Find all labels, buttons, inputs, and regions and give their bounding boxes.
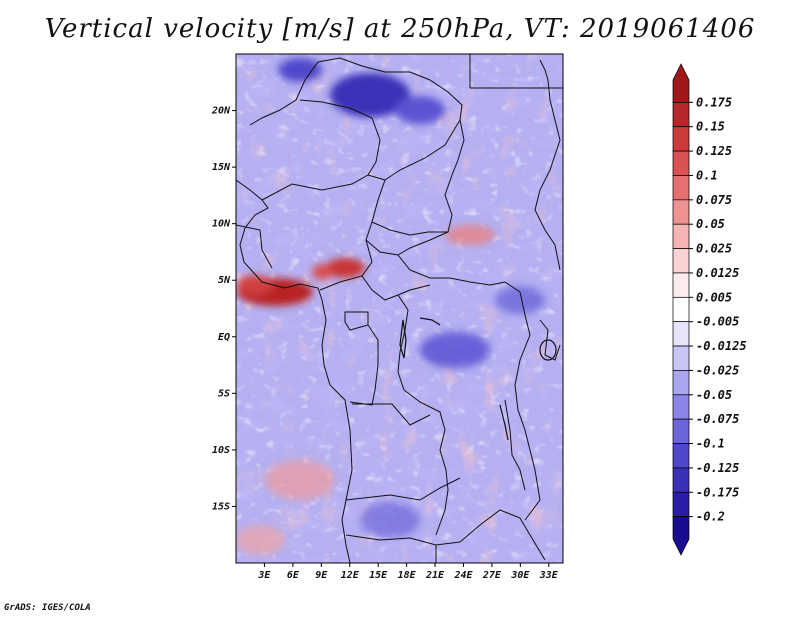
x-tick-label: 9E [315, 570, 328, 581]
colorbar-swatch [672, 394, 690, 420]
colorbar-swatch [672, 102, 690, 128]
grads-credit: GrADS: IGES/COLA [4, 603, 91, 613]
colorbar-swatch [672, 467, 690, 493]
colorbar-label: -0.1 [696, 437, 725, 451]
plot-frame [235, 53, 564, 564]
y-tick-label: 20N [211, 106, 231, 117]
x-tick-label: 27E [482, 570, 502, 581]
lakes [399, 317, 557, 441]
colorbar-swatch [672, 150, 690, 176]
x-tick-label: 6E [287, 570, 300, 581]
colorbar-label: 0.005 [696, 290, 732, 304]
y-tick-label: EQ [218, 332, 230, 343]
x-tick-label: 21E [425, 570, 445, 581]
colorbar-label: -0.0125 [696, 339, 747, 353]
colorbar-swatch [672, 516, 690, 556]
colorbar-swatch [672, 321, 690, 347]
x-tick-label: 24E [453, 570, 473, 581]
colorbar-swatch [672, 223, 690, 249]
x-tick-label: 12E [341, 570, 360, 581]
colorbar-label: 0.175 [696, 95, 732, 109]
x-tick-label: 3E [257, 570, 271, 581]
y-axis-ticks: 20N 15N 10N 5N EQ 5S 10S 15S [211, 106, 236, 512]
chart-title: Vertical velocity [m/s] at 250hPa, VT: 2… [44, 14, 756, 44]
colorbar-swatch [672, 126, 690, 152]
colorbar-swatch [672, 296, 690, 323]
colorbar-swatch [672, 199, 690, 225]
colorbar-swatch [672, 272, 690, 298]
strong-ascent-patch [236, 225, 495, 555]
y-tick-label: 10S [212, 445, 230, 456]
x-tick-label: 15E [369, 570, 388, 581]
y-tick-label: 5N [218, 275, 231, 286]
colorbar-swatch [672, 175, 690, 201]
y-tick-label: 15S [212, 501, 230, 512]
colorbar: 0.175 0.15 0.125 0.1 0.075 0.05 0.025 0.0125 0.0… [672, 63, 747, 556]
colorbar-label: 0.05 [696, 217, 725, 231]
colorbar-label: 0.025 [696, 242, 732, 256]
colorbar-label: -0.2 [696, 510, 725, 524]
colorbar-label: -0.075 [696, 412, 739, 426]
colorbar-swatch [672, 248, 690, 274]
colorbar-swatch [672, 418, 690, 444]
x-axis-ticks: 3E 6E 9E 12E 15E 18E 21E 24E 27E 30E 33E [257, 563, 559, 581]
colorbar-label: 0.15 [696, 120, 725, 134]
x-tick-label: 30E [510, 570, 530, 581]
colorbar-swatch [672, 370, 690, 396]
colorbar-label: 0.0125 [696, 266, 739, 280]
colorbar-label: 0.1 [696, 168, 718, 182]
colorbar-label: -0.025 [696, 363, 739, 377]
colorbar-swatch [672, 491, 690, 517]
country-borders [236, 54, 563, 563]
colorbar-label: 0.075 [696, 193, 732, 207]
colorbar-swatch [672, 443, 690, 469]
colorbar-label: -0.125 [696, 461, 739, 475]
colorbar-label: -0.005 [696, 315, 739, 329]
colorbar-swatch [672, 345, 690, 371]
x-tick-label: 18E [398, 570, 417, 581]
colorbar-label: 0.125 [696, 144, 732, 158]
x-tick-label: 33E [539, 570, 559, 581]
y-tick-label: 10N [212, 219, 231, 230]
y-tick-label: 5S [218, 388, 230, 399]
strong-descent-patch [278, 58, 545, 538]
colorbar-label: -0.175 [696, 485, 739, 499]
colorbar-swatch [672, 63, 690, 103]
y-tick-label: 15N [212, 162, 231, 173]
velocity-field [236, 54, 563, 563]
colorbar-label: -0.05 [696, 388, 732, 402]
